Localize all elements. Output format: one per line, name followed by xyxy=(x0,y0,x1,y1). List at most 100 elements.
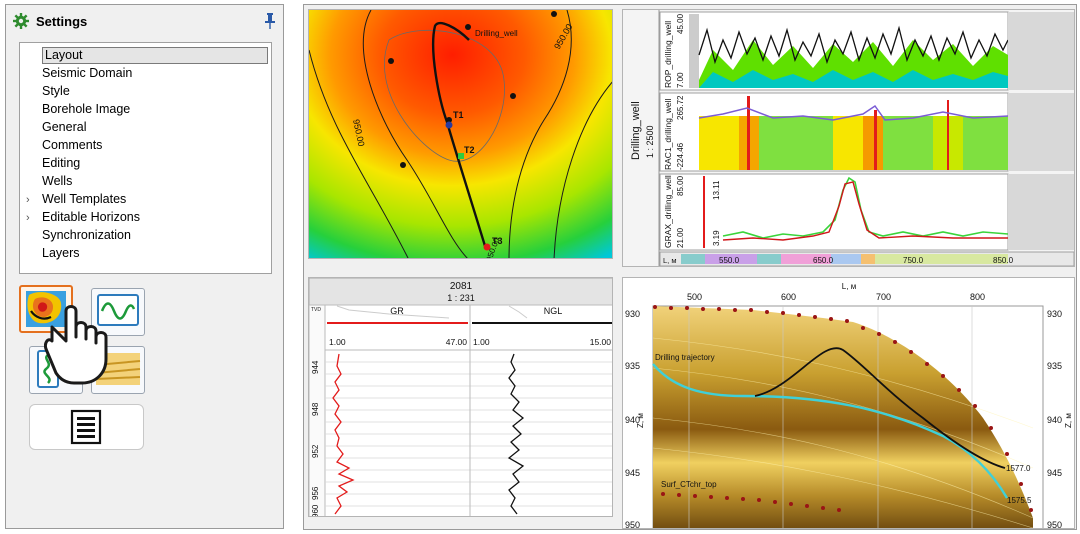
track-name: GRAX_drilling_well xyxy=(663,175,673,248)
tree-item-well-templates[interactable]: › Well Templates xyxy=(26,191,126,208)
tree-item-label: Comments xyxy=(42,138,103,152)
gr-max: 47.00 xyxy=(446,337,468,347)
map-panel: 950.00 950.00 950.00 Drilling_well T1 T2… xyxy=(308,9,613,259)
expand-chevron-icon[interactable]: › xyxy=(26,194,30,206)
tree-item-label: Seismic Domain xyxy=(42,66,133,80)
well-marker[interactable] xyxy=(388,58,394,64)
tree-item-style[interactable]: Style xyxy=(26,83,70,100)
tree-item-label: Editable Horizons xyxy=(42,210,140,224)
end-label: 1575.5 xyxy=(1007,496,1032,505)
track-bottom-value: -224.46 xyxy=(676,142,685,170)
well-marker[interactable] xyxy=(551,11,557,17)
track-extra-top: 13.11 xyxy=(712,180,721,200)
target-t2[interactable] xyxy=(458,153,464,159)
y-tick-label-right: 930 xyxy=(1047,309,1062,319)
well-name-label: Drilling_well xyxy=(475,29,518,38)
track-extra-bottom: 3.19 xyxy=(712,230,721,246)
list-view-icon xyxy=(70,409,102,445)
tree-item-editable-horizons[interactable]: › Editable Horizons xyxy=(26,209,140,226)
tree-item-wells[interactable]: Wells xyxy=(26,173,72,190)
y-tick-label: 945 xyxy=(625,468,640,478)
depth-header: TVD xyxy=(311,307,321,313)
log-view-button[interactable] xyxy=(91,288,145,336)
track-top-value: 85.00 xyxy=(676,175,685,196)
y-tick-label-right: 950 xyxy=(1047,520,1062,529)
tree-item-label: Well Templates xyxy=(42,192,127,206)
target-label: T2 xyxy=(464,145,475,155)
contour-line xyxy=(362,10,468,258)
target-t1[interactable] xyxy=(445,121,453,129)
tree-item-layout[interactable]: Layout xyxy=(42,47,268,64)
axis-tick-label: 650.0 xyxy=(813,256,834,265)
map-view-icon xyxy=(26,291,66,327)
drilling-trajectory[interactable] xyxy=(754,347,1006,469)
cross-section-canvas[interactable]: L, м 500 600 700 800 xyxy=(623,278,1075,529)
cross-section-button[interactable] xyxy=(91,346,145,394)
pin-icon[interactable] xyxy=(264,13,276,29)
tree-item-label: Editing xyxy=(42,156,81,170)
well-trajectory[interactable] xyxy=(431,21,487,247)
tree-item-label: Layout xyxy=(45,48,83,62)
track-top-value: 45.00 xyxy=(676,13,685,34)
depth-label: 960 xyxy=(311,504,320,517)
ngl-curve-name: NGL xyxy=(544,306,563,316)
tree-item-borehole-image[interactable]: Borehole Image xyxy=(26,101,130,118)
y-tick-label: 930 xyxy=(625,309,640,319)
map-canvas[interactable]: 950.00 950.00 950.00 Drilling_well T1 T2… xyxy=(309,10,613,259)
target-label: T3 xyxy=(492,236,503,246)
tree-item-seismic-domain[interactable]: Seismic Domain xyxy=(26,65,132,82)
horizon-line[interactable] xyxy=(652,363,1009,499)
expand-chevron-icon[interactable]: › xyxy=(26,212,30,224)
ngl-min: 1.00 xyxy=(473,337,490,347)
axis-tick-label: 550.0 xyxy=(719,256,740,265)
tree-item-label: Synchronization xyxy=(42,228,131,242)
gr-curve-name: GR xyxy=(390,306,404,316)
well-marker[interactable] xyxy=(446,117,452,123)
tree-item-editing[interactable]: Editing xyxy=(26,155,80,172)
trajectory-label: Drilling trajectory xyxy=(655,353,715,362)
tree-item-comments[interactable]: Comments xyxy=(26,137,102,154)
well-section-button[interactable] xyxy=(29,346,83,394)
contour-line xyxy=(508,10,572,258)
cross-section-panel: L, м 500 600 700 800 xyxy=(622,277,1075,529)
log-view-icon xyxy=(97,294,139,326)
rop-curve xyxy=(698,25,1009,65)
tree-item-layers[interactable]: Layers xyxy=(26,245,80,262)
well-vertical-label: Drilling_well xyxy=(630,101,642,160)
well-marker[interactable] xyxy=(510,93,516,99)
y-tick-label-right: 940 xyxy=(1047,415,1062,425)
y-tick-label: 935 xyxy=(625,361,640,371)
tree-item-synchronization[interactable]: Synchronization xyxy=(26,227,131,244)
contour-line xyxy=(553,81,612,258)
tree-item-label: General xyxy=(42,120,87,134)
track-bottom-value: 21.00 xyxy=(676,227,685,248)
well-section-icon xyxy=(37,350,59,388)
tree-item-label: Layers xyxy=(42,246,80,260)
y-tick-label: 940 xyxy=(625,415,640,425)
well-marker[interactable] xyxy=(465,24,471,30)
gear-icon xyxy=(13,13,29,29)
axis-tick-label: 850.0 xyxy=(993,256,1014,265)
surface-label: Surf_CTchr_top xyxy=(661,480,717,489)
tree-item-label: Style xyxy=(42,84,70,98)
y-tick-label: 950 xyxy=(625,520,640,529)
axis-corner-label: L, м xyxy=(663,256,677,265)
y-axis-label-right: Z, м xyxy=(1064,413,1073,428)
x-tick-label: 700 xyxy=(876,292,891,302)
list-view-button[interactable] xyxy=(29,404,144,450)
target-t3[interactable] xyxy=(483,243,491,251)
track-name: ROP_drilling_well xyxy=(663,21,673,88)
tree-item-general[interactable]: General xyxy=(26,119,86,136)
gr-curve xyxy=(332,353,355,515)
ngl-curve xyxy=(507,353,525,515)
seismic-strata xyxy=(653,306,1033,528)
well-scale-label: 1 : 2500 xyxy=(645,125,655,158)
track-bottom-value: 7.00 xyxy=(676,72,685,88)
well-section-panel: Drilling_well 1 : 2500 ROP_drilling_well… xyxy=(622,9,1075,267)
y-axis-label: Z, м xyxy=(636,413,645,428)
y-tick-label-right: 935 xyxy=(1047,361,1062,371)
well-section-canvas[interactable]: Drilling_well 1 : 2500 ROP_drilling_well… xyxy=(623,10,1075,267)
map-view-button[interactable] xyxy=(19,285,73,333)
log-view-canvas[interactable]: 2081 1 : 231 TVD GR NGL 1.00 47.00 1.00 … xyxy=(309,278,613,517)
well-marker[interactable] xyxy=(400,162,406,168)
